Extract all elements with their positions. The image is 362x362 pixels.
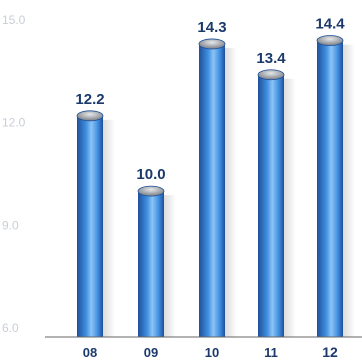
y-tick-label: 15.0: [2, 13, 26, 27]
bar-shadow: [341, 44, 355, 338]
bar-cap: [257, 69, 285, 81]
x-category-label: 08: [83, 345, 97, 360]
bar-cap: [198, 38, 226, 50]
y-tick-label: 6.0: [2, 321, 19, 335]
bar-cap: [316, 35, 344, 46]
x-category-label: 11: [264, 345, 278, 360]
bar-09: [138, 191, 164, 337]
bar-12: [317, 40, 343, 338]
x-category-label: 10: [205, 345, 219, 360]
bar-cap: [76, 110, 104, 122]
x-category-label: 12: [322, 344, 338, 360]
bar-11: [258, 74, 284, 337]
bar-value-label: 14.3: [197, 19, 226, 36]
bar-shadow: [282, 78, 296, 337]
bar-10: [199, 43, 225, 337]
y-tick-label: 12.0: [2, 116, 26, 130]
bar-value-label: 10.0: [136, 166, 165, 183]
bar-value-label: 14.4: [315, 16, 345, 33]
bar-shadow: [101, 119, 115, 337]
bar-shadow: [162, 195, 176, 337]
bar-shadow: [223, 47, 237, 337]
y-tick-label: 9.0: [2, 218, 19, 232]
bar-08: [77, 115, 103, 337]
bar-cap: [137, 185, 165, 197]
x-category-label: 09: [144, 345, 158, 360]
bar-value-label: 13.4: [256, 50, 286, 67]
bar-value-label: 12.2: [75, 91, 104, 108]
